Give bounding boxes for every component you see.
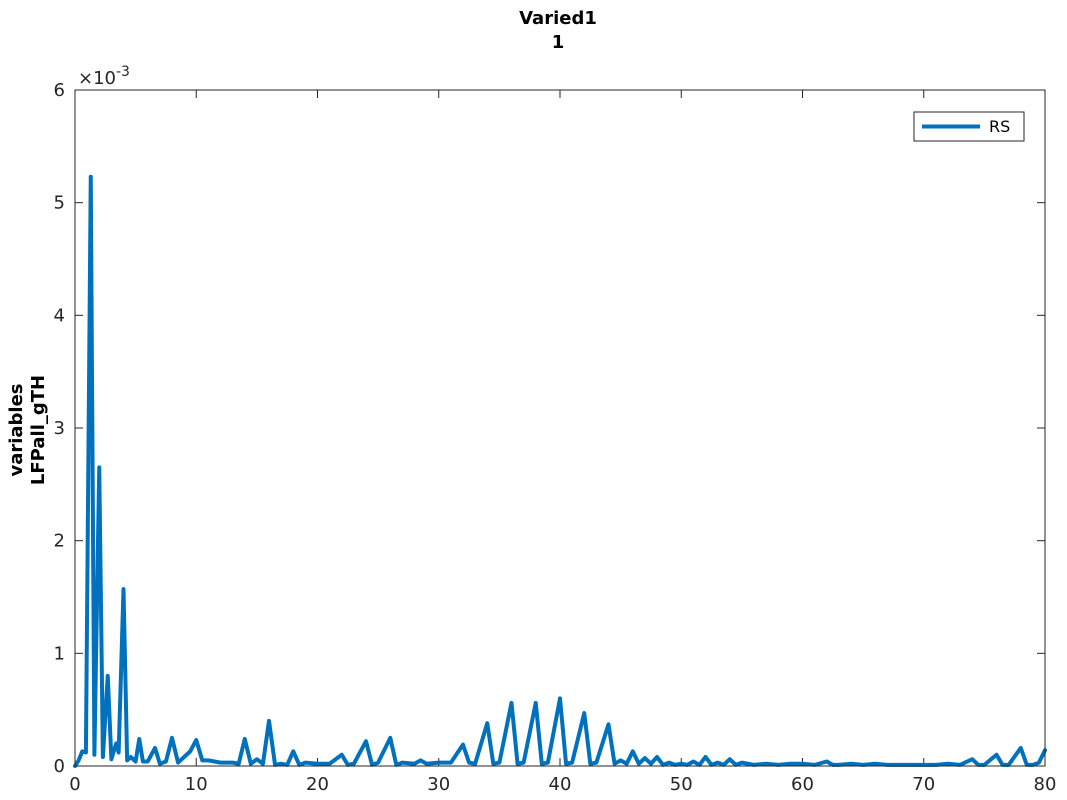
axis-ticks: 0 10 20 30 40 50 60 70 80 0 1 2 3 4 5 6 [54, 80, 1057, 795]
x-tick-label: 30 [427, 774, 450, 795]
plot-series [73, 174, 1047, 768]
y-tick-label: 3 [54, 418, 65, 439]
x-tick-label: 10 [185, 774, 208, 795]
y-tick-label: 4 [54, 305, 65, 326]
y-axis-label: variables LFPall_gTH [6, 375, 49, 485]
x-tick-label: 50 [670, 774, 693, 795]
x-tick-label: 20 [306, 774, 329, 795]
y-axis-exponent-power: -3 [116, 64, 130, 80]
x-tick-label: 0 [69, 774, 80, 795]
x-tick-label: 80 [1034, 774, 1057, 795]
x-tick-label: 60 [791, 774, 814, 795]
y-tick-label: 6 [54, 80, 65, 101]
y-tick-label: 2 [54, 531, 65, 552]
y-tick-label: 0 [54, 756, 65, 777]
y-tick-label: 5 [54, 193, 65, 214]
y-tick-label: 1 [54, 643, 65, 664]
y-axis-label-line-2: LFPall_gTH [28, 375, 49, 485]
x-tick-label: 70 [912, 774, 935, 795]
y-axis-exponent: ×10-3 [78, 64, 130, 89]
y-axis-label-line-1: variables [6, 383, 27, 476]
legend-label-rs: RS [989, 117, 1010, 136]
chart-title-line-2: 1 [552, 32, 565, 53]
x-tick-label: 40 [549, 774, 572, 795]
chart-title-line-1: Varied1 [519, 8, 597, 29]
series-line-rs [73, 174, 1047, 768]
plot-area-border [74, 89, 1046, 767]
legend: RS [913, 111, 1025, 142]
y-axis-exponent-base: ×10 [78, 68, 116, 89]
